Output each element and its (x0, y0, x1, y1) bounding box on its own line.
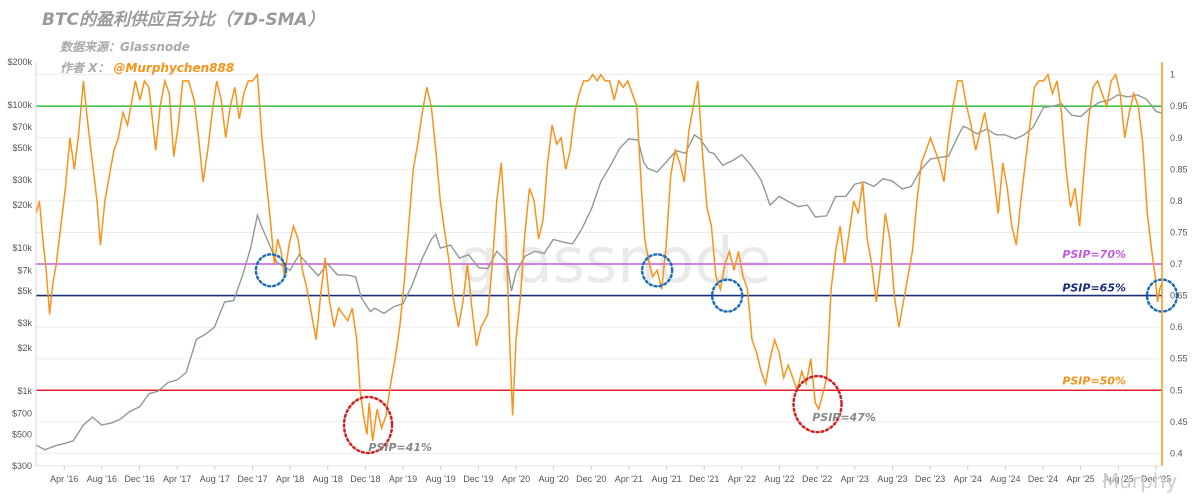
x-tick-label: Aug '16 (87, 474, 117, 484)
author-handle: @Murphychen888 (113, 61, 234, 75)
x-tick-label: Dec '25 (1141, 474, 1171, 484)
btc-price-line (35, 94, 1163, 451)
y-right-tick-label: 0.95 (1170, 101, 1188, 111)
x-tick-label: Dec '17 (237, 474, 267, 484)
x-tick-label: Dec '16 (124, 474, 154, 484)
annotation-label: PSIP=41% (368, 441, 432, 454)
y-left-tick-label: $20k (12, 200, 32, 210)
x-tick-label: Dec '20 (576, 474, 606, 484)
y-left-tick-label: $30k (12, 175, 32, 185)
x-tick-label: Dec '23 (915, 474, 945, 484)
red-highlight-circle (792, 374, 843, 434)
y-right-tick-label: 0.45 (1170, 417, 1188, 427)
annotations: PSIP=41% PSIP=47% (368, 411, 876, 454)
y-right-tick-label: 0.6 (1170, 322, 1183, 332)
y-right-tick-label: 0.8 (1170, 196, 1183, 206)
reference-label: PSIP=50% (1062, 374, 1126, 387)
y-right-tick-label: 1 (1170, 70, 1175, 80)
x-tick-label: Apr '19 (389, 474, 417, 484)
x-tick-label: Apr '23 (841, 474, 869, 484)
x-tick-label: Aug '23 (877, 474, 907, 484)
x-tick-label: Dec '24 (1028, 474, 1058, 484)
annotation-label: PSIP=47% (812, 411, 876, 424)
x-tick-label: Apr '22 (728, 474, 756, 484)
x-tick-label: Apr '21 (615, 474, 643, 484)
y-left-tick-label: $5k (17, 286, 32, 296)
reference-label: PSIP=65% (1062, 282, 1126, 295)
reference-lines (36, 105, 1162, 392)
y-left-tick-label: $500 (12, 429, 32, 439)
reference-labels: PSIP=70% PSIP=65% PSIP=50% (1062, 248, 1126, 387)
chart-title: BTC的盈利供应百分比（7D-SMA） (42, 10, 325, 30)
x-tick-label: Apr '24 (954, 474, 982, 484)
x-tick-label: Dec '18 (350, 474, 380, 484)
reference-label: PSIP=70% (1062, 248, 1126, 261)
y-right-tick-label: 0.65 (1170, 291, 1188, 301)
blue-highlight-circle (640, 253, 674, 288)
x-tick-label: Aug '24 (990, 474, 1020, 484)
corner-watermark: Murphy (1102, 469, 1178, 493)
red-highlight-circle (342, 395, 394, 455)
y-right-ticks: 0.4 0.45 0.5 0.55 0.6 0.65 0.7 0.75 0.8 0.85 0.9 0.… (1170, 70, 1188, 459)
author-prefix: 作者 X： (60, 61, 109, 75)
x-tick-label: Aug '21 (651, 474, 681, 484)
x-tick-label: Aug '19 (426, 474, 456, 484)
y-right-tick-label: 0.4 (1170, 448, 1183, 458)
y-left-tick-label: $10k (12, 243, 32, 253)
x-tick-label: Aug '18 (313, 474, 343, 484)
psip-line (35, 72, 1163, 441)
x-tick-label: Apr '25 (1067, 474, 1095, 484)
x-tick-label: Apr '20 (502, 474, 530, 484)
y-left-tick-label: $7k (17, 265, 32, 275)
x-tick-label: Aug '20 (539, 474, 569, 484)
y-left-tick-label: $1k (17, 386, 32, 396)
x-tick-label: Aug '17 (200, 474, 230, 484)
y-right-tick-label: 0.7 (1170, 259, 1183, 269)
source-text: 数据来源：Glassnode (60, 40, 190, 54)
y-right-tick-label: 0.5 (1170, 385, 1183, 395)
y-left-ticks: $300 $500 $700 $1k $2k $3k $5k $7k $10k $20k $30k $… (7, 57, 32, 471)
x-tick-label: Apr '17 (163, 474, 191, 484)
blue-highlight-circle (710, 278, 744, 313)
x-tick-label: Aug '22 (764, 474, 794, 484)
y-right-tick-label: 0.85 (1170, 164, 1188, 174)
y-left-tick-label: $50k (12, 143, 32, 153)
y-left-tick-label: $700 (12, 408, 32, 418)
y-right-tick-label: 0.9 (1170, 133, 1183, 143)
y-left-tick-label: $100k (7, 100, 32, 110)
y-left-tick-label: $2k (17, 343, 32, 353)
y-left-tick-label: $300 (12, 461, 32, 471)
blue-highlight-circle (254, 253, 288, 288)
y-left-tick-label: $3k (17, 318, 32, 328)
y-right-tick-label: 0.55 (1170, 354, 1188, 364)
x-ticks: Apr '16 Aug '16 Dec '16 Apr '17 Aug '17 Dec '… (50, 466, 1171, 484)
x-tick-label: Apr '16 (50, 474, 78, 484)
x-tick-label: Dec '19 (463, 474, 493, 484)
x-tick-label: Dec '21 (689, 474, 719, 484)
x-tick-label: Apr '18 (276, 474, 304, 484)
highlight-circles (254, 253, 1179, 455)
y-right-tick-label: 0.75 (1170, 227, 1188, 237)
x-tick-label: Dec '22 (802, 474, 832, 484)
y-left-tick-label: $200k (7, 57, 32, 67)
x-tick-label: Aug '25 (1103, 474, 1133, 484)
y-left-tick-label: $70k (12, 122, 32, 132)
author-line: 作者 X： @Murphychen888 (60, 61, 234, 75)
